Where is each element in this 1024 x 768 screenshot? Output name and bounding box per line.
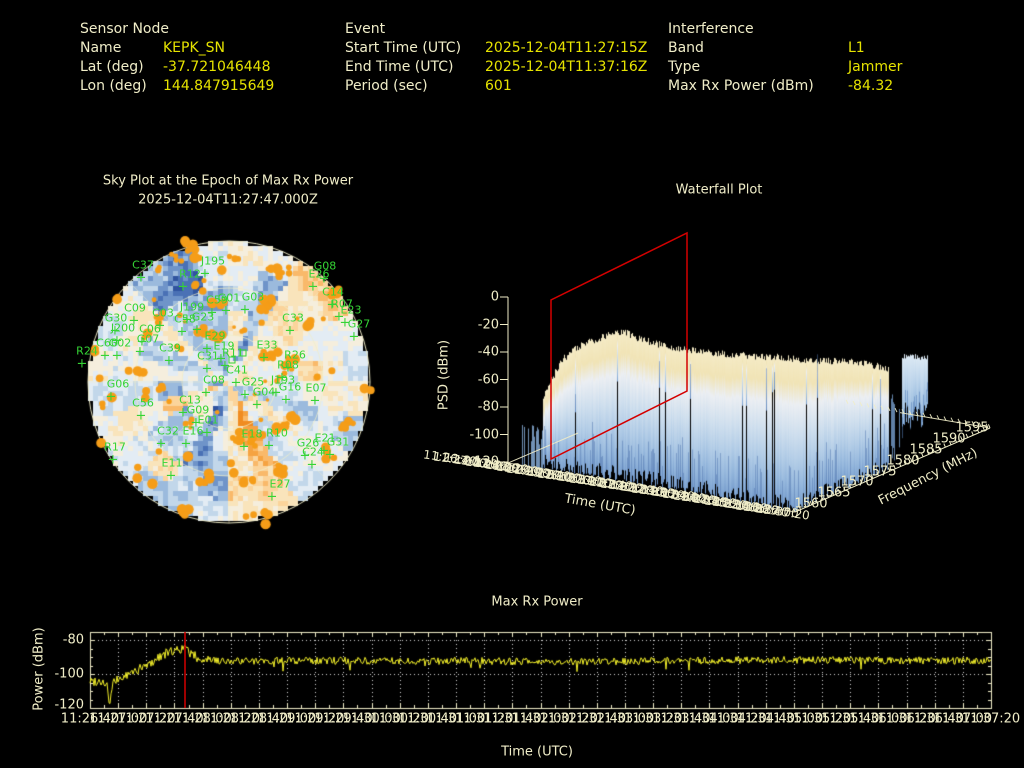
sensor-node-panel: Sensor Node Name KEPK_SN Lat (deg) -37.7…: [80, 21, 380, 101]
axis-line: [960, 436, 963, 441]
axis-line: [882, 469, 885, 474]
field-value: 2025-12-04T11:37:16Z: [485, 59, 648, 75]
axis-line: [854, 481, 857, 486]
axis-line: [831, 491, 835, 496]
axis-line: [971, 431, 974, 436]
axis-line: [904, 460, 907, 465]
field-value: 601: [485, 78, 512, 94]
axis-line: [965, 433, 969, 438]
axis-line: [901, 409, 905, 414]
panel-title: Event: [345, 21, 386, 37]
power-chart-y-axis-label: Power (dBm): [31, 627, 47, 711]
field-label: End Time (UTC): [345, 59, 454, 75]
axis-line: [978, 422, 982, 427]
field-value: KEPK_SN: [163, 40, 226, 56]
field-value: -37.721046448: [163, 59, 271, 75]
axis-line: [837, 488, 841, 493]
field-value: 144.847915649: [163, 78, 275, 94]
axis-line: [820, 496, 824, 501]
field-label: Max Rx Power (dBm): [668, 78, 814, 94]
axis-line: [921, 452, 924, 457]
axis-line: [987, 424, 991, 429]
field-value: 2025-12-04T11:27:15Z: [485, 40, 648, 56]
axis-line: [859, 401, 863, 407]
field-label: Start Time (UTC): [345, 40, 462, 56]
axis-line: [845, 399, 849, 404]
axis-line: [894, 407, 898, 413]
axis-line: [943, 416, 947, 421]
axis-line: [804, 503, 807, 508]
field-label: Name: [80, 40, 122, 56]
axis-line: [932, 448, 935, 453]
axis-line: [809, 500, 813, 505]
axis-line: [985, 423, 989, 428]
axis-line: [893, 464, 896, 469]
axis-line: [870, 474, 874, 479]
axis-line: [957, 418, 961, 424]
waterfall-psd-axis-label: PSD (dBm): [436, 339, 452, 411]
axis-line: [908, 410, 912, 415]
axis-line: [798, 505, 802, 510]
axis-line: [848, 484, 852, 489]
axis-line: [852, 400, 856, 406]
axis-line: [899, 412, 989, 429]
field-label: Period (sec): [345, 78, 428, 94]
sky-plot-title: Sky Plot at the Epoch of Max Rx Power: [102, 173, 354, 189]
axis-line: [866, 403, 870, 408]
axis-line: [898, 462, 902, 467]
axis-line: [873, 404, 877, 409]
axis-line: [826, 493, 829, 498]
field-label: Type: [668, 59, 701, 75]
axis-line: [976, 428, 980, 433]
power-chart-x-axis-label: Time (UTC): [501, 744, 573, 760]
axis-line: [937, 445, 941, 450]
axis-line: [843, 486, 846, 491]
field-value: L1: [848, 40, 865, 56]
axis-line: [794, 427, 991, 513]
axis-line: [954, 438, 958, 443]
panel-title: Interference: [668, 21, 754, 37]
power-chart-title: Max Rx Power: [491, 594, 583, 610]
axis-line: [887, 406, 891, 412]
axis-line: [936, 415, 940, 420]
axis-line: [507, 462, 796, 513]
axis-line: [880, 405, 884, 410]
axis-line: [943, 443, 946, 448]
field-value: Jammer: [848, 59, 903, 75]
epoch-highlight-plane: [550, 231, 688, 461]
field-label: Lat (deg): [80, 59, 144, 75]
axis-line: [507, 432, 579, 464]
interference-panel: Interference Band L1 Type Jammer Max Rx …: [668, 21, 1018, 101]
axis-line: [792, 508, 796, 513]
field-label: Band: [668, 40, 704, 56]
header-panel: Sensor Node Name KEPK_SN Lat (deg) -37.7…: [0, 0, 1024, 100]
axis-line: [915, 455, 919, 460]
axis-line: [964, 419, 968, 425]
axis-line: [815, 498, 818, 503]
axis-line: [929, 413, 933, 419]
field-value: -84.32: [848, 78, 894, 94]
axis-line: [865, 476, 868, 481]
axis-line: [859, 479, 863, 484]
axis-line: [922, 412, 926, 418]
axis-line: [909, 457, 913, 462]
axis-line: [887, 467, 891, 472]
event-panel: Event Start Time (UTC) 2025-12-04T11:27:…: [345, 21, 695, 101]
waterfall-title: Waterfall Plot: [675, 182, 763, 198]
axis-line: [971, 421, 975, 426]
axis-line: [915, 411, 919, 416]
axis-line: [926, 450, 930, 455]
panel-title: Sensor Node: [80, 21, 169, 37]
field-label: Lon (deg): [80, 78, 147, 94]
axis-line: [948, 440, 952, 445]
axis-line: [876, 472, 880, 477]
axis-line: [950, 417, 954, 422]
sky-plot-epoch: 2025-12-04T11:27:47.000Z: [138, 192, 318, 208]
